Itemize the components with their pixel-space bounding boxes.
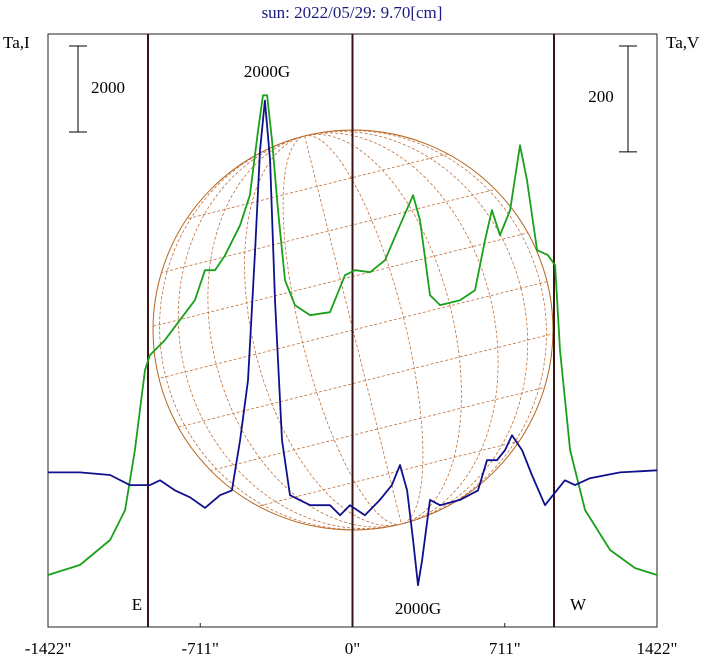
x-tick-label: -1422" bbox=[25, 639, 72, 658]
x-tick-label: -711" bbox=[182, 639, 219, 658]
scale-bar-label: 200 bbox=[588, 87, 614, 106]
annotation: W bbox=[570, 595, 587, 614]
series-line bbox=[48, 99, 658, 587]
series-line bbox=[47, 94, 658, 576]
scale-bar-label: 2000 bbox=[91, 78, 125, 97]
x-tick-label: 0" bbox=[345, 639, 360, 658]
x-tick-label: 1422" bbox=[637, 639, 678, 658]
x-tick-label: 711" bbox=[489, 639, 521, 658]
y-axis-label: Ta,I bbox=[3, 33, 30, 52]
annotation: 2000G bbox=[395, 599, 441, 618]
chart-title: sun: 2022/05/29: 9.70[cm] bbox=[262, 3, 443, 22]
y2-axis-label: Ta,V bbox=[666, 33, 700, 52]
annotation: 2000G bbox=[244, 62, 290, 81]
annotation: E bbox=[132, 595, 142, 614]
